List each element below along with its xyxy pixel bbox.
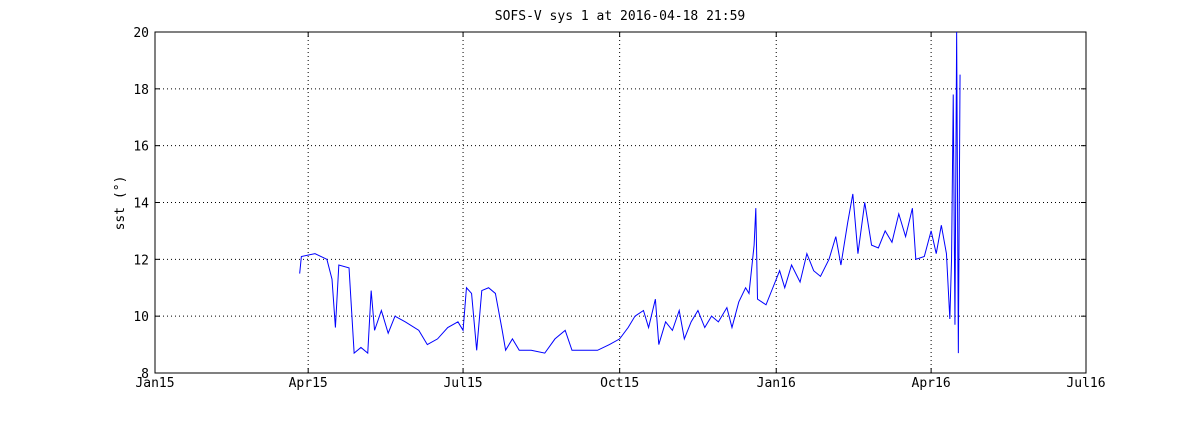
x-tick-label: Jul15: [443, 376, 482, 391]
y-tick-label: 16: [133, 140, 149, 155]
x-tick-label: Jan16: [757, 376, 796, 391]
x-tick-label: Apr16: [912, 376, 951, 391]
y-tick-label: 10: [133, 310, 149, 325]
y-tick-label: 8: [141, 367, 149, 382]
x-tick-label: Jul16: [1066, 376, 1105, 391]
x-tick-label: Apr15: [289, 376, 328, 391]
y-tick-label: 12: [133, 253, 149, 268]
y-tick-label: 20: [133, 26, 149, 41]
y-tick-label: 18: [133, 83, 149, 98]
chart-title: SOFS-V sys 1 at 2016-04-18 21:59: [495, 9, 745, 24]
y-axis-label: sst (°): [113, 176, 128, 231]
data-line: [299, 31, 961, 355]
x-tick-label: Jan15: [135, 376, 174, 391]
y-tick-label: 14: [133, 197, 149, 212]
x-tick-label: Oct15: [600, 376, 639, 391]
plot-frame: [154, 31, 1087, 374]
